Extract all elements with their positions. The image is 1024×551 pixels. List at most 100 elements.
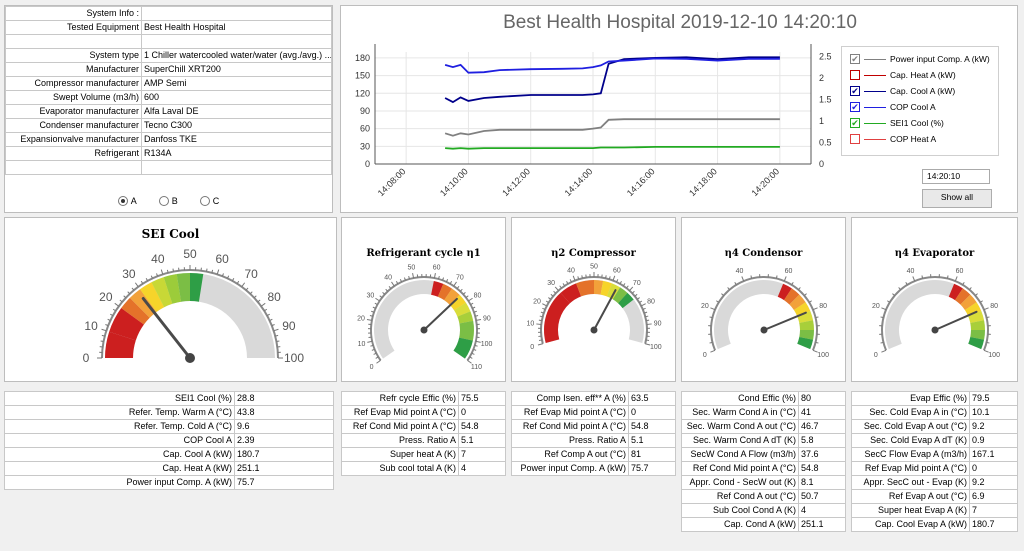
field-value: 10.1: [969, 405, 1018, 420]
table-row: Cap. Heat A (kW) 251.1: [4, 461, 334, 476]
field-value: SuperChill XRT200: [141, 62, 332, 77]
field-label: Evaporator manufacturer: [5, 104, 142, 119]
checkbox-checked-icon[interactable]: ✔: [850, 54, 860, 64]
radio-option-b[interactable]: B: [158, 196, 178, 206]
legend-item[interactable]: COP Heat A: [850, 131, 998, 147]
gauge-tick: [236, 280, 240, 284]
gauge-tick: [566, 280, 569, 285]
gauge-zone: [176, 273, 190, 302]
gauge-tick: [631, 290, 635, 294]
y-left-tick-label: 0: [365, 159, 370, 169]
gauge-tick: [253, 295, 257, 299]
info-row: Swept Volume (m3/h) 600: [5, 90, 332, 105]
checkbox-unchecked-icon[interactable]: [850, 70, 860, 80]
gauge-tick: [905, 281, 908, 286]
gauge-tick: [886, 300, 891, 303]
legend-item[interactable]: ✔ Cap. Cool A (kW): [850, 83, 998, 99]
legend-label: COP Heat A: [890, 134, 937, 144]
field-value: 79.5: [969, 391, 1018, 406]
gauge-tick: [227, 275, 230, 279]
gauge-tick-label: 0: [83, 351, 90, 365]
checkbox-checked-icon[interactable]: ✔: [850, 118, 860, 128]
gauge-zone: [789, 294, 806, 310]
field-label: Sec. Cold Evap A dT (K): [851, 433, 970, 448]
table-row: Ref Cond Mid point A (°C) 54.8: [681, 461, 846, 476]
gauge-tick-label: 100: [817, 352, 829, 359]
checkbox-checked-icon[interactable]: ✔: [850, 86, 860, 96]
gauge-tick: [880, 341, 884, 344]
table-row: Refer. Temp. Cold A (°C) 9.6: [4, 419, 334, 434]
gauge-tick-label: 0: [703, 352, 707, 359]
compressor-gauge: 0 10 20 30 40 50 60 70 80 90 100: [526, 263, 661, 351]
condensor-gauge: 0 20 40 60 80 100: [701, 268, 829, 359]
gauge-hub: [931, 326, 939, 334]
gauge-tick: [471, 352, 475, 355]
series-line: [444, 56, 780, 104]
gauge-tick: [812, 349, 818, 353]
legend-line-swatch: [864, 138, 886, 140]
gauge-tick-label: 100: [988, 352, 1000, 359]
gauge-zone: [449, 294, 466, 311]
field-label: SecW Cond A Flow (m3/h): [681, 447, 799, 462]
gauge-tick: [475, 315, 479, 317]
gauge-tick: [112, 308, 116, 312]
x-tick-label: 14:16:00: [625, 166, 657, 198]
gauge-hub: [185, 353, 195, 363]
table-row: Sub Cool Cond A (K) 4: [681, 503, 846, 518]
gauge-zone: [576, 280, 594, 297]
field-label: Power input Comp. A (kW): [511, 461, 629, 476]
gauge-tick: [375, 356, 379, 359]
y-left-tick-label: 60: [360, 124, 370, 134]
system-info-panel: System Info : Tested Equipment Best Health…: [4, 5, 333, 213]
gauge-tick: [453, 281, 457, 287]
gauge-tick: [986, 341, 990, 344]
gauge-tick: [803, 293, 807, 296]
gauge-tick: [369, 315, 373, 317]
x-tick-label: 14:18:00: [687, 166, 719, 198]
field-label: Ref Comp A out (°C): [511, 447, 629, 462]
gauge-zone: [594, 280, 604, 295]
field-label: Power input Comp. A (kW): [4, 475, 235, 490]
info-row: [5, 160, 332, 175]
condensor-values-table: Cond Effic (%) 80 Sec. Warm Cond A in (°C)…: [681, 391, 846, 532]
field-label: Press. Ratio A: [341, 433, 459, 448]
gauge-tick-label: 20: [99, 290, 113, 304]
gauge-zone: [948, 283, 963, 301]
table-row: SecW Cond A Flow (m3/h) 37.6: [681, 447, 846, 462]
info-row: Compressor manufacturer AMP Semi: [5, 76, 332, 91]
gauge-tick: [559, 285, 562, 289]
radio-option-c[interactable]: C: [199, 196, 219, 206]
field-label: SecC Flow Evap A (m3/h): [851, 447, 970, 462]
checkbox-unchecked-icon[interactable]: [850, 134, 860, 144]
legend-item[interactable]: ✔ Power input Comp. A (kW): [850, 51, 998, 67]
gauge-tick-label: 80: [474, 292, 482, 299]
gauge-tick-label: 80: [267, 290, 281, 304]
legend-item[interactable]: Cap. Heat A (kW): [850, 67, 998, 83]
show-all-button[interactable]: Show all: [922, 189, 992, 208]
gauge-tick-label: 40: [151, 252, 165, 266]
gauge-tick-label: 0: [530, 344, 534, 351]
gauge-tick-label: 80: [990, 303, 998, 310]
checkbox-checked-icon[interactable]: ✔: [850, 102, 860, 112]
radio-option-a[interactable]: A: [117, 196, 137, 206]
gauge-tick: [538, 339, 543, 341]
gauge-tick: [449, 281, 453, 285]
gauge-tick: [472, 306, 476, 309]
gauge-zone: [955, 288, 971, 305]
gauge-tick: [140, 280, 144, 284]
legend-item[interactable]: ✔ COP Cool A: [850, 99, 998, 115]
gauge-tick-label: 110: [471, 364, 482, 371]
time-field[interactable]: 14:20:10: [922, 169, 990, 184]
legend-item[interactable]: ✔ SEI1 Cool (%): [850, 115, 998, 131]
table-row: Ref Cond A out (°C) 50.7: [681, 489, 846, 504]
gauge-tick: [812, 307, 818, 311]
info-row: Condenser manufacturer Tecno C300: [5, 118, 332, 133]
table-row: Sec. Cold Evap A out (°C) 9.2: [851, 419, 1018, 434]
gauge-tick: [619, 280, 622, 285]
gauge-hub: [760, 326, 768, 334]
table-row: Ref Cond Mid point A (°C) 54.8: [511, 419, 676, 434]
gauge-tick: [644, 311, 648, 314]
field-value: 5.1: [628, 433, 676, 448]
gauge-zone: [606, 283, 621, 300]
gauge-tick: [815, 341, 819, 344]
